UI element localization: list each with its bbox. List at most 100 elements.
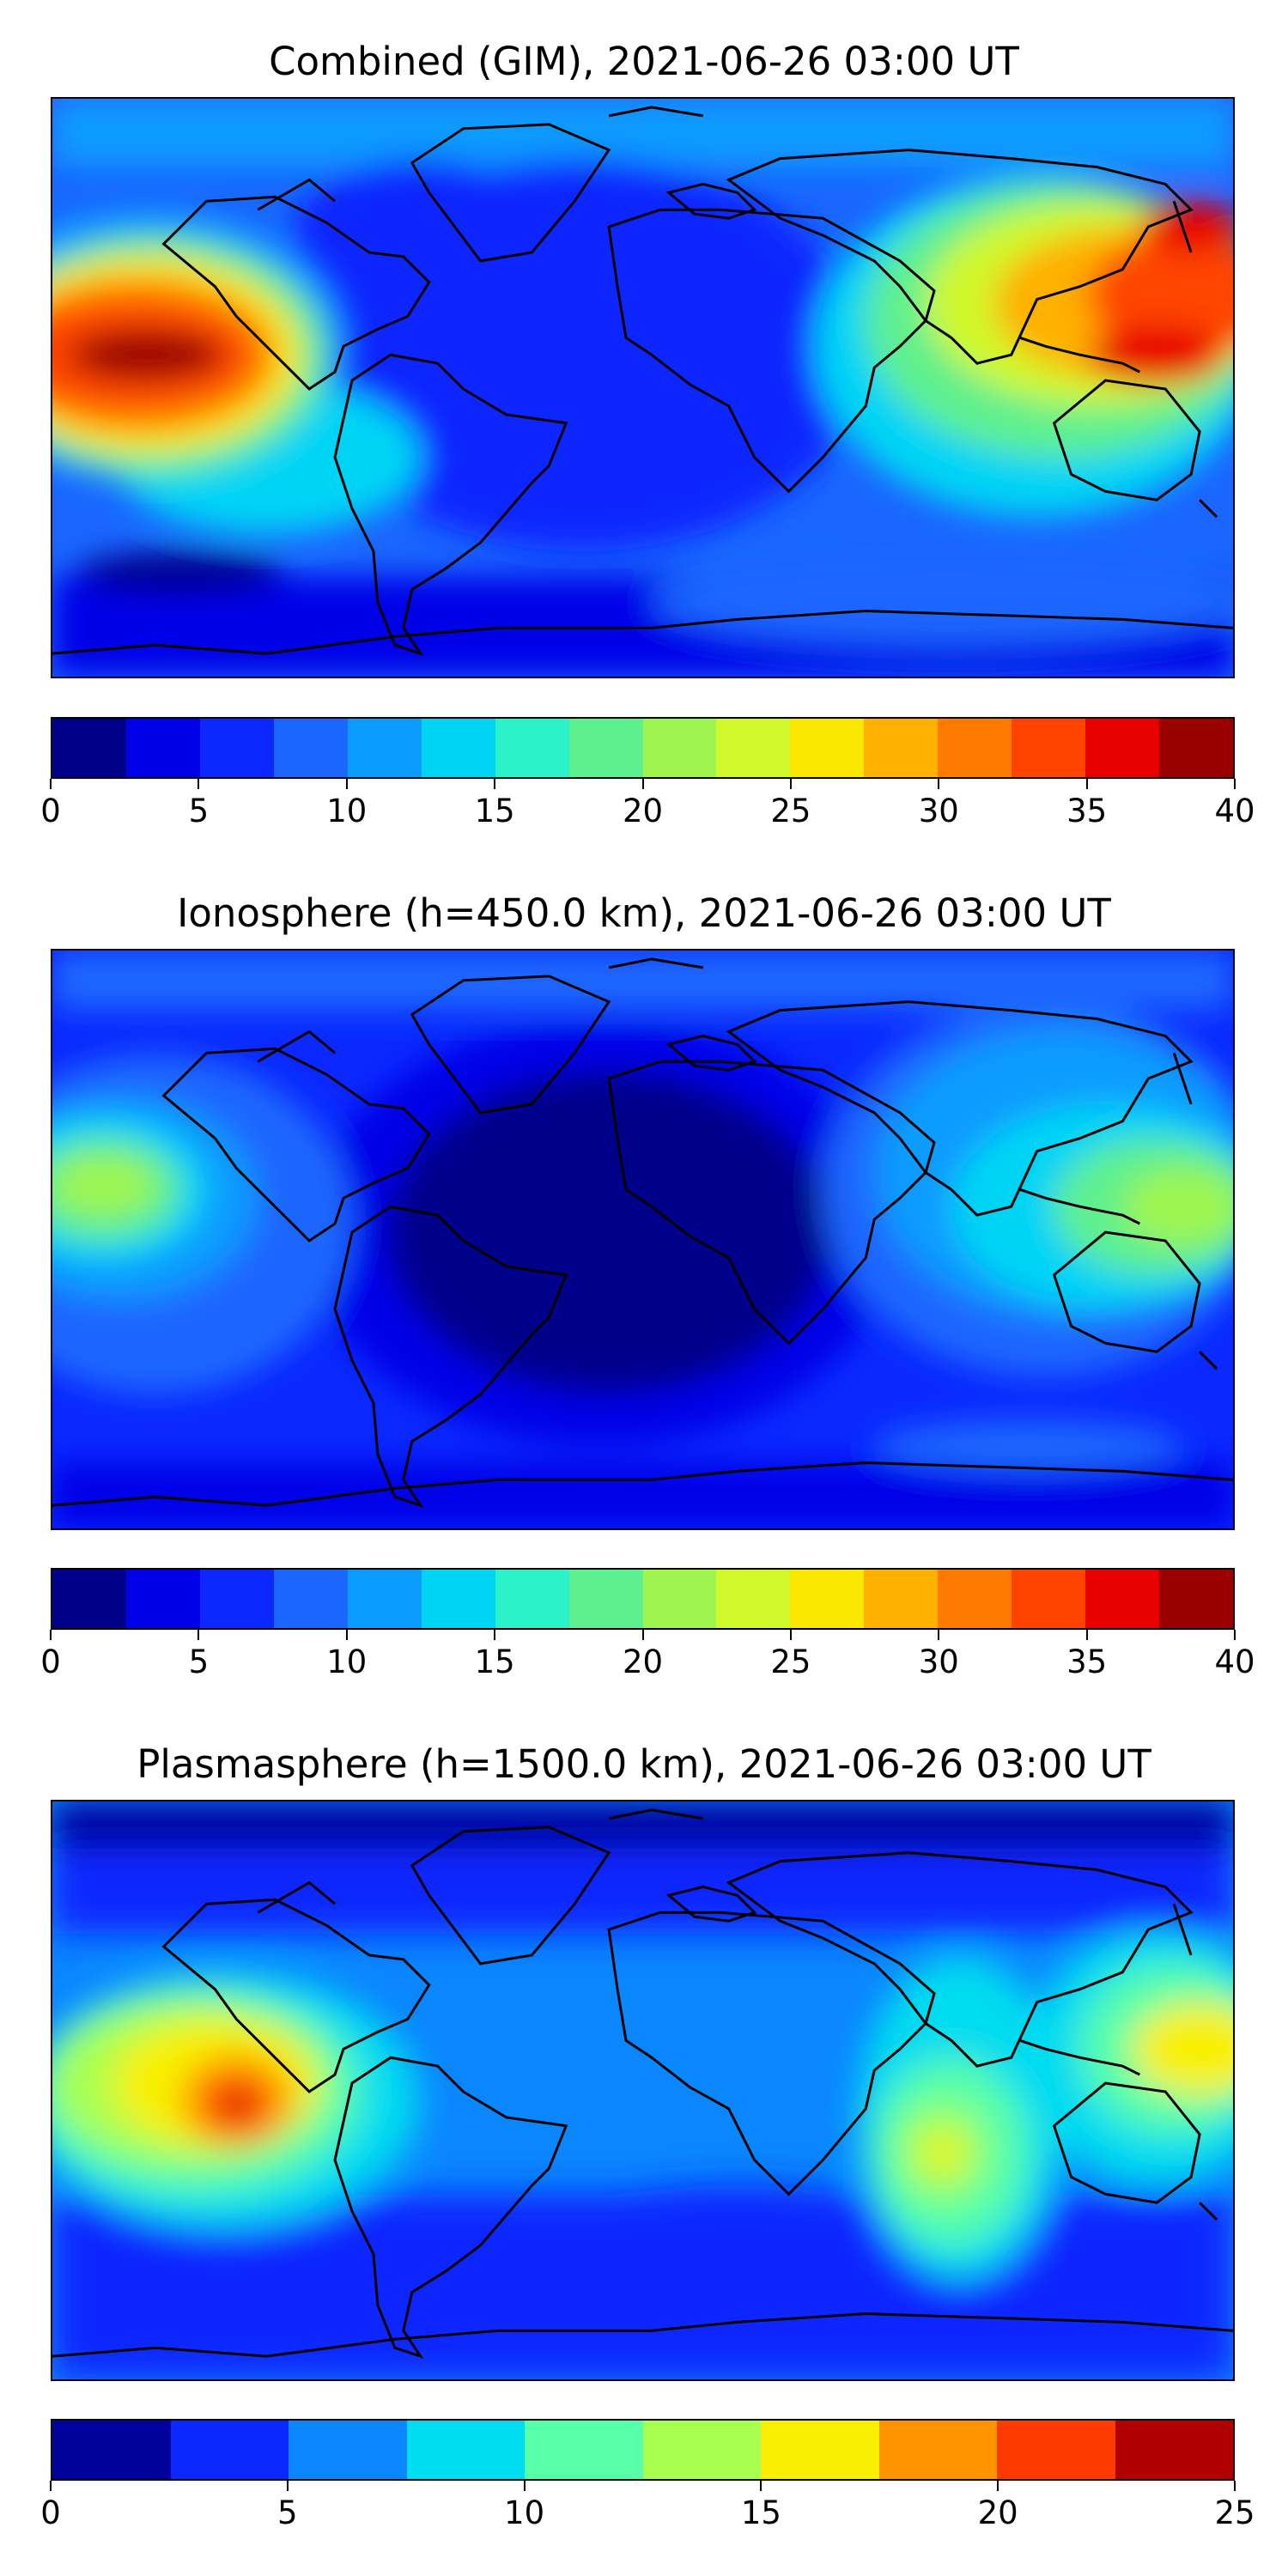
colorbar-swatch	[761, 2421, 879, 2479]
colorbar-tick	[345, 779, 348, 789]
tec-map-combined	[52, 99, 1233, 677]
colorbar-tick-label: 0	[40, 793, 61, 829]
tec-map-ionosphere	[52, 951, 1233, 1528]
colorbar-tick-label: 10	[326, 793, 368, 829]
colorbar-tick	[1234, 1630, 1236, 1640]
map-combined	[51, 97, 1235, 678]
colorbar-tick-label: 5	[277, 2494, 298, 2531]
colorbar-tick	[1234, 779, 1236, 789]
colorbar-tick	[641, 779, 644, 789]
colorbar-tick-label: 0	[40, 1643, 61, 1680]
colorbar-tick-label: 5	[188, 1643, 210, 1680]
colorbar-tick	[345, 1630, 348, 1640]
colorbar-tick	[938, 779, 940, 789]
colorbar-swatch	[1085, 719, 1160, 777]
colorbar-tick	[50, 2481, 52, 2491]
colorbar-tick	[1234, 2481, 1236, 2491]
colorbar-tick-label: 5	[188, 793, 210, 829]
coastlines	[52, 1808, 1233, 2359]
colorbar-tick-label: 20	[622, 1643, 664, 1680]
colorbar-tick	[789, 1630, 792, 1640]
colorbar-swatch	[790, 719, 865, 777]
colorbar-tick-label: 20	[622, 793, 664, 829]
colorbar-swatch	[52, 2421, 171, 2479]
colorbar-tick	[494, 779, 496, 789]
colorbar-swatch	[289, 2421, 407, 2479]
colorbar-swatch	[642, 719, 717, 777]
colorbar-swatch	[421, 719, 495, 777]
colorbar-swatch	[199, 719, 274, 777]
colorbar-ionosphere	[51, 1568, 1235, 1630]
coastlines	[52, 957, 1233, 1508]
colorbar-swatch	[938, 1570, 1012, 1628]
colorbar-tick	[197, 779, 200, 789]
colorbar-tick-label: 15	[474, 1643, 515, 1680]
colorbar-tick-label: 40	[1214, 793, 1255, 829]
colorbar-plasmasphere	[51, 2419, 1235, 2481]
colorbar-swatch	[125, 1570, 200, 1628]
colorbar-tick	[1085, 779, 1088, 789]
colorbar-swatch	[52, 719, 126, 777]
colorbar-swatch	[421, 1570, 495, 1628]
colorbar-tick-label: 15	[740, 2494, 781, 2531]
colorbar-tick-label: 0	[40, 2494, 61, 2531]
colorbar-swatch	[52, 1570, 126, 1628]
colorbar-tick-label: 10	[326, 1643, 368, 1680]
colorbar-swatch	[347, 1570, 422, 1628]
colorbar-tick-label: 25	[770, 1643, 811, 1680]
colorbar-tick-label: 30	[918, 793, 959, 829]
colorbar-swatch	[1159, 719, 1233, 777]
colorbar-swatch	[864, 1570, 939, 1628]
colorbar-swatch	[568, 1570, 643, 1628]
colorbar-swatch	[642, 2421, 761, 2479]
colorbar-tick-label: 35	[1066, 1643, 1108, 1680]
colorbar-tick-label: 25	[770, 793, 811, 829]
colorbar-swatch	[273, 1570, 348, 1628]
colorbar-swatch	[125, 719, 200, 777]
colorbar-tick-label: 35	[1066, 793, 1108, 829]
colorbar-swatch	[525, 2421, 643, 2479]
colorbar-swatch	[878, 2421, 997, 2479]
colorbar-swatch	[642, 1570, 717, 1628]
colorbar-tick-label: 25	[1214, 2494, 1255, 2531]
colorbar-tick	[523, 2481, 526, 2491]
tec-map-plasmasphere	[52, 1801, 1233, 2379]
colorbar-tick-label: 40	[1214, 1643, 1255, 1680]
colorbar-tick	[1085, 1630, 1088, 1640]
colorbar-tick	[286, 2481, 289, 2491]
colorbar-ticks-plasmasphere: 0 5 10 15 20 25	[40, 2481, 1255, 2549]
map-ionosphere	[51, 949, 1235, 1530]
colorbar-swatch	[273, 719, 348, 777]
panel-title-plasmasphere: Plasmasphere (h=1500.0 km), 2021-06-26 0…	[137, 1741, 1151, 1787]
colorbar-swatch	[1012, 1570, 1086, 1628]
colorbar-swatch	[997, 2421, 1115, 2479]
colorbar-swatch	[938, 719, 1012, 777]
colorbar-swatch	[716, 1570, 791, 1628]
colorbar-tick-label: 30	[918, 1643, 959, 1680]
colorbar-tick	[494, 1630, 496, 1640]
panel-title-ionosphere: Ionosphere (h=450.0 km), 2021-06-26 03:0…	[177, 890, 1111, 936]
colorbar-swatch	[170, 2421, 289, 2479]
colorbar-tick-label: 20	[977, 2494, 1018, 2531]
colorbar-swatch	[864, 719, 939, 777]
colorbar-tick	[938, 1630, 940, 1640]
colorbar-swatch	[199, 1570, 274, 1628]
colorbar-tick	[50, 1630, 52, 1640]
coastlines	[52, 106, 1233, 656]
colorbar-tick-label: 15	[474, 793, 515, 829]
colorbar-tick-label: 10	[504, 2494, 545, 2531]
colorbar-combined	[51, 717, 1235, 779]
colorbar-tick	[789, 779, 792, 789]
colorbar-swatch	[716, 719, 791, 777]
colorbar-tick	[50, 779, 52, 789]
colorbar-tick	[997, 2481, 999, 2491]
colorbar-swatch	[1012, 719, 1086, 777]
colorbar-swatch	[790, 1570, 865, 1628]
colorbar-swatch	[568, 719, 643, 777]
colorbar-swatch	[1115, 2421, 1233, 2479]
colorbar-swatch	[347, 719, 422, 777]
colorbar-tick	[641, 1630, 644, 1640]
colorbar-swatch	[495, 719, 569, 777]
panel-title-combined: Combined (GIM), 2021-06-26 03:00 UT	[269, 39, 1019, 84]
colorbar-swatch	[495, 1570, 569, 1628]
